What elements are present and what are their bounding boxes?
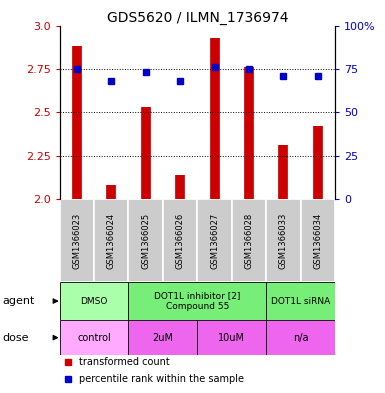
- Bar: [301, 199, 335, 282]
- Bar: [266, 282, 335, 320]
- Text: DOT1L siRNA: DOT1L siRNA: [271, 297, 330, 305]
- Text: percentile rank within the sample: percentile rank within the sample: [79, 375, 244, 384]
- Bar: [163, 199, 197, 282]
- Bar: [232, 199, 266, 282]
- Text: GSM1366028: GSM1366028: [244, 212, 253, 268]
- Bar: [129, 282, 266, 320]
- Text: GSM1366033: GSM1366033: [279, 212, 288, 269]
- Text: DMSO: DMSO: [80, 297, 108, 305]
- Text: GSM1366034: GSM1366034: [313, 212, 322, 268]
- Bar: [60, 320, 129, 355]
- Text: GSM1366024: GSM1366024: [107, 212, 116, 268]
- Bar: [60, 282, 129, 320]
- Bar: [266, 320, 335, 355]
- Text: dose: dose: [2, 332, 28, 343]
- Text: agent: agent: [2, 296, 34, 306]
- Title: GDS5620 / ILMN_1736974: GDS5620 / ILMN_1736974: [107, 11, 288, 24]
- Text: GSM1366023: GSM1366023: [72, 212, 81, 268]
- Text: control: control: [77, 332, 111, 343]
- Bar: [266, 199, 301, 282]
- Bar: [129, 199, 163, 282]
- Bar: [94, 199, 129, 282]
- Text: 10uM: 10uM: [218, 332, 245, 343]
- Bar: [197, 199, 232, 282]
- Text: GSM1366026: GSM1366026: [176, 212, 185, 268]
- Bar: [129, 320, 197, 355]
- Text: GSM1366025: GSM1366025: [141, 212, 150, 268]
- Bar: [197, 320, 266, 355]
- Text: GSM1366027: GSM1366027: [210, 212, 219, 268]
- Text: DOT1L inhibitor [2]
Compound 55: DOT1L inhibitor [2] Compound 55: [154, 291, 241, 311]
- Bar: [60, 199, 94, 282]
- Text: n/a: n/a: [293, 332, 308, 343]
- Text: 2uM: 2uM: [152, 332, 173, 343]
- Text: transformed count: transformed count: [79, 357, 170, 367]
